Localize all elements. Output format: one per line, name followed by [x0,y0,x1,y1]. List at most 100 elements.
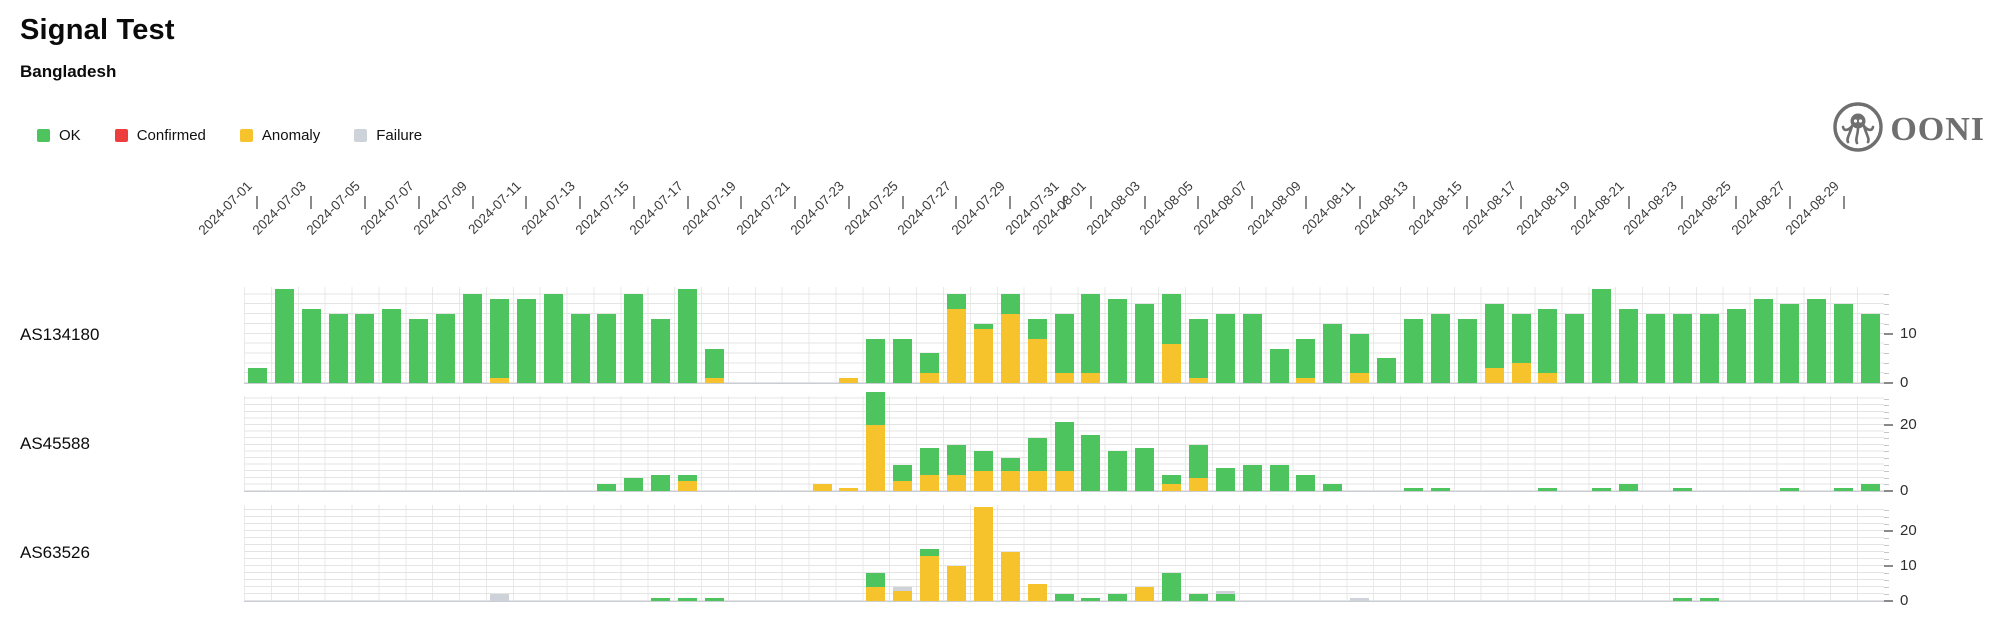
bar-2024-07-31[interactable] [1054,594,1074,601]
bar-2024-07-16[interactable] [651,474,671,491]
bar-2024-08-12[interactable] [1377,358,1397,383]
bar-2024-08-30[interactable] [1861,484,1881,491]
bar-2024-07-25[interactable] [893,338,913,383]
bar-2024-08-11[interactable] [1350,597,1370,601]
bar-2024-07-28[interactable] [973,451,993,491]
bar-2024-08-02[interactable] [1108,299,1128,383]
bar-2024-07-10[interactable] [489,299,509,383]
bar-2024-08-13[interactable] [1404,319,1423,383]
bar-2024-08-25[interactable] [1726,309,1746,383]
bar-2024-08-30[interactable] [1861,314,1881,383]
bar-2024-07-27[interactable] [946,566,966,601]
bar-2024-08-06[interactable] [1215,467,1235,491]
bar-2024-07-18[interactable] [704,597,724,601]
bar-2024-08-01[interactable] [1081,294,1101,383]
bar-2024-08-18[interactable] [1538,487,1558,491]
bar-2024-08-06[interactable] [1215,314,1235,383]
bar-2024-07-30[interactable] [1027,583,1047,601]
bar-2024-07-07[interactable] [409,319,429,383]
bar-2024-08-09[interactable] [1296,338,1316,383]
bar-2024-07-17[interactable] [678,597,698,601]
bar-2024-07-18[interactable] [704,348,724,383]
bar-2024-07-14[interactable] [597,484,617,491]
bar-2024-08-19[interactable] [1565,314,1585,383]
bar-2024-08-07[interactable] [1242,314,1262,383]
bar-2024-07-24[interactable] [866,573,886,601]
bar-2024-08-06[interactable] [1215,590,1235,601]
bar-2024-07-25[interactable] [893,587,913,601]
bar-2024-07-02[interactable] [274,289,294,383]
bar-2024-08-16[interactable] [1484,304,1504,383]
bar-2024-08-04[interactable] [1162,573,1182,601]
bar-2024-07-16[interactable] [651,319,671,383]
bar-2024-07-26[interactable] [920,448,940,491]
bar-2024-07-05[interactable] [355,314,375,383]
bar-2024-08-21[interactable] [1619,309,1639,383]
bar-2024-07-23[interactable] [839,487,859,491]
bar-2024-07-31[interactable] [1054,314,1074,383]
bar-2024-07-10[interactable] [489,594,509,601]
bar-2024-07-08[interactable] [436,314,456,383]
bar-2024-08-24[interactable] [1699,314,1719,383]
bar-2024-08-29[interactable] [1834,304,1854,383]
bar-2024-07-12[interactable] [543,294,563,383]
bar-2024-08-04[interactable] [1162,294,1182,383]
bar-2024-07-31[interactable] [1054,421,1074,491]
bar-2024-08-03[interactable] [1135,587,1155,601]
bar-2024-08-03[interactable] [1135,448,1155,491]
bar-2024-08-08[interactable] [1269,348,1289,383]
bar-2024-08-27[interactable] [1780,487,1800,491]
bar-2024-07-13[interactable] [570,314,590,383]
bar-2024-07-28[interactable] [973,506,993,601]
bar-2024-08-14[interactable] [1430,487,1450,491]
bar-2024-07-17[interactable] [678,474,698,491]
bar-2024-08-02[interactable] [1108,451,1128,491]
bar-2024-07-29[interactable] [1000,458,1020,491]
bar-2024-08-10[interactable] [1323,484,1343,491]
bar-2024-08-07[interactable] [1242,464,1262,491]
bar-2024-07-15[interactable] [624,477,644,491]
bar-2024-07-30[interactable] [1027,319,1047,383]
bar-2024-07-26[interactable] [920,353,940,383]
bar-2024-07-24[interactable] [866,338,886,383]
bar-2024-08-18[interactable] [1538,309,1558,383]
bar-2024-08-05[interactable] [1188,444,1208,491]
bar-2024-08-22[interactable] [1645,314,1665,383]
bar-2024-07-29[interactable] [1000,552,1020,601]
bar-2024-07-06[interactable] [382,309,402,383]
bar-2024-07-27[interactable] [946,294,966,383]
bar-2024-07-14[interactable] [597,314,617,383]
bar-2024-08-13[interactable] [1404,487,1423,491]
bar-2024-08-27[interactable] [1780,304,1800,383]
bar-2024-07-16[interactable] [651,597,671,601]
bar-2024-07-29[interactable] [1000,294,1020,383]
bar-2024-08-20[interactable] [1592,289,1612,383]
bar-2024-07-27[interactable] [946,444,966,491]
bar-2024-08-05[interactable] [1188,319,1208,383]
bar-2024-07-09[interactable] [463,294,483,383]
bar-2024-08-11[interactable] [1350,333,1370,383]
bar-2024-08-23[interactable] [1672,487,1692,491]
bar-2024-08-21[interactable] [1619,484,1639,491]
bar-2024-08-26[interactable] [1753,299,1773,383]
bar-2024-08-23[interactable] [1672,314,1692,383]
bar-2024-08-08[interactable] [1269,464,1289,491]
bar-2024-08-29[interactable] [1834,487,1854,491]
bar-2024-08-10[interactable] [1323,323,1343,383]
bar-2024-07-28[interactable] [973,323,993,383]
bar-2024-07-04[interactable] [328,314,348,383]
bar-2024-08-04[interactable] [1162,474,1182,491]
bar-2024-07-11[interactable] [516,299,536,383]
bar-2024-08-05[interactable] [1188,594,1208,601]
bar-2024-08-28[interactable] [1807,299,1827,383]
bar-2024-08-03[interactable] [1135,304,1155,383]
bar-2024-07-03[interactable] [301,309,321,383]
bar-2024-08-20[interactable] [1592,487,1612,491]
bar-2024-08-09[interactable] [1296,474,1316,491]
bar-2024-07-17[interactable] [678,289,698,383]
bar-2024-08-23[interactable] [1672,597,1692,601]
bar-2024-08-01[interactable] [1081,597,1101,601]
bar-2024-08-01[interactable] [1081,434,1101,491]
bar-2024-07-26[interactable] [920,548,940,601]
bar-2024-07-01[interactable] [247,368,267,383]
